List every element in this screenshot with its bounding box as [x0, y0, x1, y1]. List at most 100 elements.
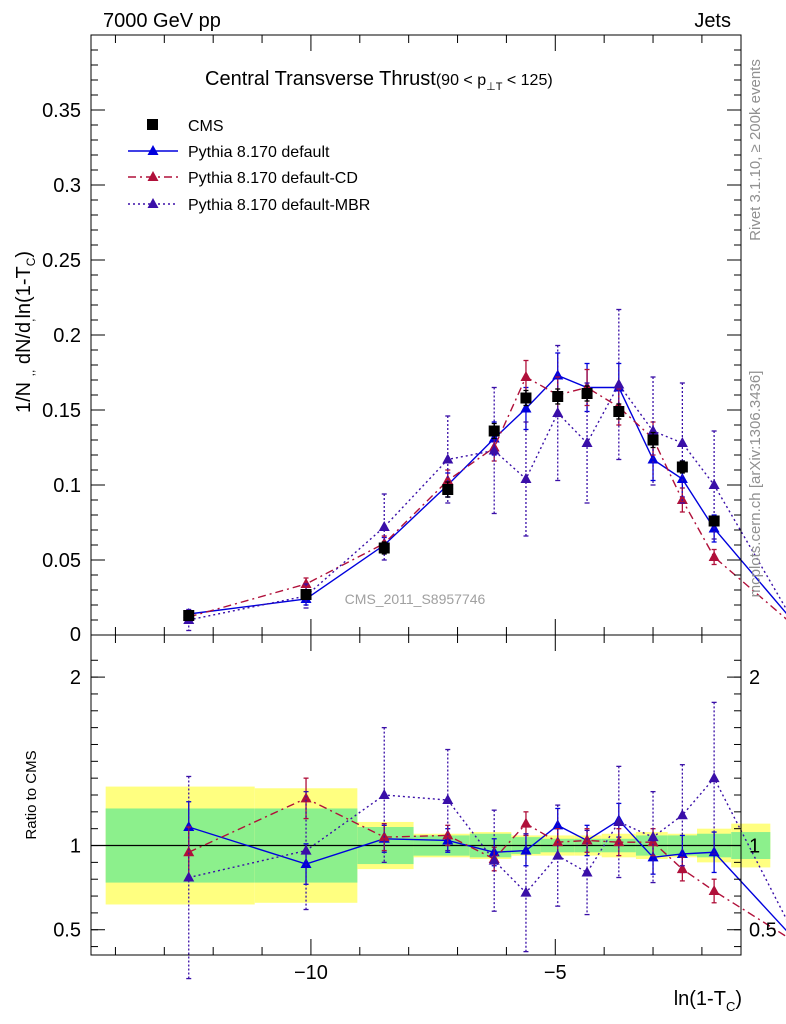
- data-point: [183, 610, 195, 621]
- data-point: [488, 425, 500, 437]
- data-point: [552, 819, 564, 830]
- data-point: [300, 858, 312, 869]
- legend-marker: [147, 198, 159, 208]
- legend-marker: [147, 119, 158, 130]
- data-point: [613, 815, 625, 826]
- ratio-axis-title: Ratio to CMS: [23, 750, 40, 839]
- data-point: [442, 484, 454, 495]
- analysis-watermark: CMS_2011_S8957746: [345, 591, 486, 607]
- data-point: [708, 551, 720, 561]
- title-main: Central Transverse Thrust: [205, 68, 436, 90]
- y-tick-label: 0.15: [42, 400, 81, 422]
- data-point: [647, 434, 659, 446]
- data-point: [378, 789, 390, 799]
- data-point: [552, 391, 564, 402]
- data-point: [552, 849, 564, 860]
- y-tick-label: 0.35: [42, 100, 81, 122]
- legend-entry: Pythia 8.170 default-MBR: [128, 197, 370, 214]
- data-point: [676, 863, 688, 874]
- ratio-tick-label: 2: [70, 667, 81, 689]
- title-subscript: ⊥T: [486, 81, 503, 93]
- ratio-tick-label: 0.5: [53, 920, 81, 942]
- ratio-tick-label: 1: [70, 836, 81, 858]
- series-3: [183, 308, 786, 632]
- data-point: [442, 453, 454, 464]
- x-axis-title: ln(1-TC): [674, 988, 742, 1014]
- legend-entry: Pythia 8.170 default: [128, 144, 330, 161]
- ratio-tick-label-right: 1: [749, 836, 760, 858]
- data-point: [488, 444, 500, 455]
- data-point: [581, 388, 593, 399]
- data-point: [676, 809, 688, 820]
- ratio-tick-label-right: 2: [749, 667, 760, 689]
- data-point: [647, 425, 659, 435]
- data-point: [676, 473, 688, 483]
- mcplots-label: mcplots.cern.ch [arXiv:1306.3436]: [747, 371, 764, 598]
- y-axis-title: 1/N ,, dN/d,ln(1-TC): [13, 251, 38, 413]
- series-0: [183, 385, 720, 621]
- series-line: [188, 383, 786, 621]
- legend: CMS Pythia 8.170 default Pythia 8.170 defa…: [128, 118, 370, 214]
- data-point: [442, 794, 454, 805]
- data-point: [708, 885, 720, 895]
- ratio-tick-label-right: 0.5: [749, 920, 777, 942]
- data-point: [613, 836, 625, 847]
- process-label: Jets: [694, 10, 731, 32]
- x-tick-label: −5: [544, 962, 567, 984]
- data-point: [708, 515, 720, 527]
- legend-entry: Pythia 8.170 default-CD: [128, 170, 358, 187]
- y-tick-label: 0.3: [53, 175, 81, 197]
- data-point: [613, 378, 625, 389]
- title-suffix: (90 < p: [436, 72, 486, 89]
- legend-label: Pythia 8.170 default-CD: [188, 170, 358, 187]
- y-tick-label: 0: [70, 624, 81, 646]
- data-point: [676, 437, 688, 447]
- legend-marker: [147, 145, 159, 155]
- data-point: [520, 844, 532, 855]
- data-point: [300, 589, 312, 600]
- legend-entry: CMS: [147, 118, 224, 135]
- y-tick-label: 0.05: [42, 550, 81, 572]
- data-point: [581, 866, 593, 877]
- data-point: [613, 406, 625, 417]
- data-point: [183, 871, 195, 882]
- title-end: < 125): [502, 72, 552, 89]
- data-point: [520, 473, 532, 483]
- data-point: [676, 461, 688, 473]
- legend-marker: [147, 171, 159, 181]
- legend-label: CMS: [188, 118, 224, 135]
- data-point: [300, 578, 312, 588]
- data-point: [647, 831, 659, 842]
- rivet-label: Rivet 3.1.10, ≥ 200k events: [747, 59, 764, 241]
- data-point: [708, 479, 720, 489]
- data-point: [520, 886, 532, 897]
- main-panel: 0.05 0.1 0.15 0.2 0.25 0.3 0.35 0: [42, 34, 786, 646]
- data-point: [708, 772, 720, 783]
- data-point: [183, 846, 195, 857]
- svg-text:Central Transverse Thrust(90 <: Central Transverse Thrust(90 < p⊥T < 125…: [205, 68, 553, 93]
- data-point: [300, 844, 312, 855]
- data-point: [378, 542, 390, 554]
- data-point: [552, 407, 564, 417]
- legend-label: Pythia 8.170 default: [188, 144, 330, 161]
- energy-label: 7000 GeV pp: [103, 10, 221, 32]
- series-3: [183, 701, 786, 980]
- data-point: [520, 371, 532, 381]
- legend-label: Pythia 8.170 default-MBR: [188, 197, 370, 214]
- series-line: [188, 374, 786, 615]
- ratio-panel: 0.5 0.5 1 1 2 2 −10 −5: [53, 634, 786, 984]
- y-tick-label: 0.1: [53, 475, 81, 497]
- y-tick-label: 0.25: [42, 250, 81, 272]
- chart-title: Central Transverse Thrust(90 < p⊥T < 125…: [205, 68, 553, 93]
- data-point: [520, 817, 532, 828]
- y-tick-label: 0.2: [53, 325, 81, 347]
- series-line: [188, 376, 786, 620]
- x-tick-label: −10: [294, 962, 328, 984]
- data-point: [520, 392, 532, 404]
- data-point: [442, 474, 454, 485]
- data-point: [378, 521, 390, 531]
- data-point: [520, 402, 532, 413]
- svg-text:1/N ,, dN/d,ln(1-TC): 1/N ,, dN/d,ln(1-TC): [13, 251, 38, 413]
- data-point: [488, 854, 500, 865]
